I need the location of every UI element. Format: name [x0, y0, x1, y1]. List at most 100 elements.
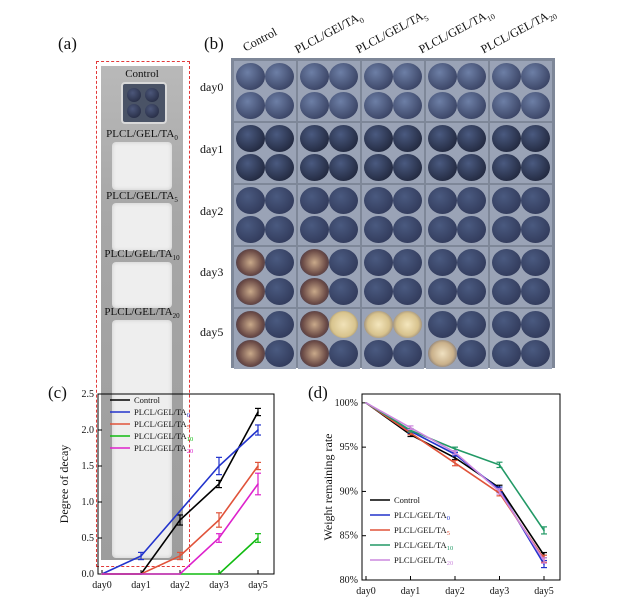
- photo-cell: [234, 309, 296, 369]
- blueberry: [364, 216, 393, 243]
- blueberry: [300, 154, 329, 181]
- panel-d-chart: (d) 80% 85% 90% 95% 100% day0 day1 day2 day3 day5…: [308, 383, 561, 597]
- blueberry: [236, 187, 265, 214]
- film-ta10: [112, 262, 172, 308]
- photo-cell: [234, 247, 296, 307]
- data-point: [257, 465, 259, 467]
- y-tick-label: 85%: [340, 531, 358, 542]
- data-point: [543, 529, 545, 532]
- panel-b-column-2: PLCL/GEL/TA5: [353, 9, 431, 57]
- data-point: [218, 519, 220, 521]
- blueberry: [492, 92, 521, 119]
- blueberry: [364, 249, 393, 276]
- data-point: [218, 573, 220, 575]
- series-line: [365, 402, 545, 556]
- blueberry: [428, 340, 457, 367]
- y-tick-label: 0.0: [82, 569, 95, 580]
- photo-cell: [426, 61, 488, 121]
- panel-d-letter: (d): [308, 383, 328, 402]
- blueberry: [521, 340, 550, 367]
- blueberry: [265, 92, 294, 119]
- blueberry: [492, 63, 521, 90]
- photo-cell: [426, 185, 488, 245]
- data-point: [140, 555, 142, 557]
- control-container: [121, 82, 167, 124]
- blueberry: [329, 249, 358, 276]
- blueberry: [265, 311, 294, 338]
- y-tick-label: 2.5: [82, 389, 95, 400]
- photo-cell: [298, 185, 360, 245]
- data-point: [218, 537, 220, 539]
- blueberry: [236, 278, 265, 305]
- blueberry: [457, 311, 486, 338]
- blueberry: [492, 154, 521, 181]
- blueberry: [300, 187, 329, 214]
- panel-b-row-day0: day0: [200, 80, 224, 94]
- blueberry: [428, 278, 457, 305]
- blueberry: [521, 63, 550, 90]
- panel-b-column-0: Control: [240, 24, 280, 55]
- series-line: [101, 429, 259, 575]
- blueberry: [300, 216, 329, 243]
- blueberry: [457, 92, 486, 119]
- blueberry: [393, 154, 422, 181]
- legend-entry: Control: [394, 495, 421, 505]
- data-point: [179, 519, 181, 521]
- x-tick-label: day5: [534, 586, 553, 597]
- x-tick-label: day1: [401, 586, 420, 597]
- photo-cell: [426, 309, 488, 369]
- blueberry: [300, 340, 329, 367]
- data-point: [498, 490, 501, 493]
- y-axis-label: Degree of decay: [57, 445, 71, 524]
- blueberry: [428, 63, 457, 90]
- data-point: [257, 429, 259, 431]
- panel-b-row-day3: day3: [200, 265, 224, 279]
- legend-entry: PLCL/GEL/TA10: [134, 431, 193, 443]
- panel-b-row-day1: day1: [200, 142, 224, 156]
- photo-cell: [490, 123, 552, 183]
- data-point: [101, 573, 103, 575]
- blueberry: [265, 278, 294, 305]
- series-line: [365, 402, 545, 565]
- blueberry: [521, 154, 550, 181]
- y-tick-label: 2.0: [82, 425, 95, 436]
- blueberry: [457, 154, 486, 181]
- blueberry: [300, 125, 329, 152]
- photo-cell: [298, 309, 360, 369]
- blueberry: [364, 311, 393, 338]
- data-point: [179, 555, 181, 557]
- legend-entry: PLCL/GEL/TA0: [134, 407, 190, 419]
- blueberry: [364, 125, 393, 152]
- blueberry: [492, 187, 521, 214]
- blueberry: [393, 311, 422, 338]
- photo-cell: [426, 247, 488, 307]
- blueberry: [393, 187, 422, 214]
- blueberry: [457, 249, 486, 276]
- blueberry: [300, 278, 329, 305]
- series-line: [365, 402, 545, 561]
- blueberry: [521, 187, 550, 214]
- photo-cell: [234, 61, 296, 121]
- blueberry: [300, 92, 329, 119]
- panel-b-row-day5: day5: [200, 325, 224, 339]
- blueberry: [364, 278, 393, 305]
- photo-cell: [362, 309, 424, 369]
- blueberry: [428, 216, 457, 243]
- blueberry: [329, 63, 358, 90]
- blueberry: [236, 125, 265, 152]
- photo-cell: [362, 185, 424, 245]
- blueberry-photo-grid: [231, 58, 555, 369]
- blueberry: [364, 187, 393, 214]
- blueberry: [393, 340, 422, 367]
- data-point: [454, 448, 456, 450]
- panel-a-letter: (a): [58, 34, 77, 53]
- panel-a-photo-frame: [96, 61, 190, 567]
- blueberry: [457, 278, 486, 305]
- legend-entry: PLCL/GEL/TA5: [394, 525, 450, 537]
- blueberry: [521, 92, 550, 119]
- blueberry: [521, 249, 550, 276]
- photo-cell: [298, 247, 360, 307]
- x-tick-label: day3: [209, 580, 228, 591]
- blueberry: [364, 154, 393, 181]
- data-point: [454, 456, 456, 459]
